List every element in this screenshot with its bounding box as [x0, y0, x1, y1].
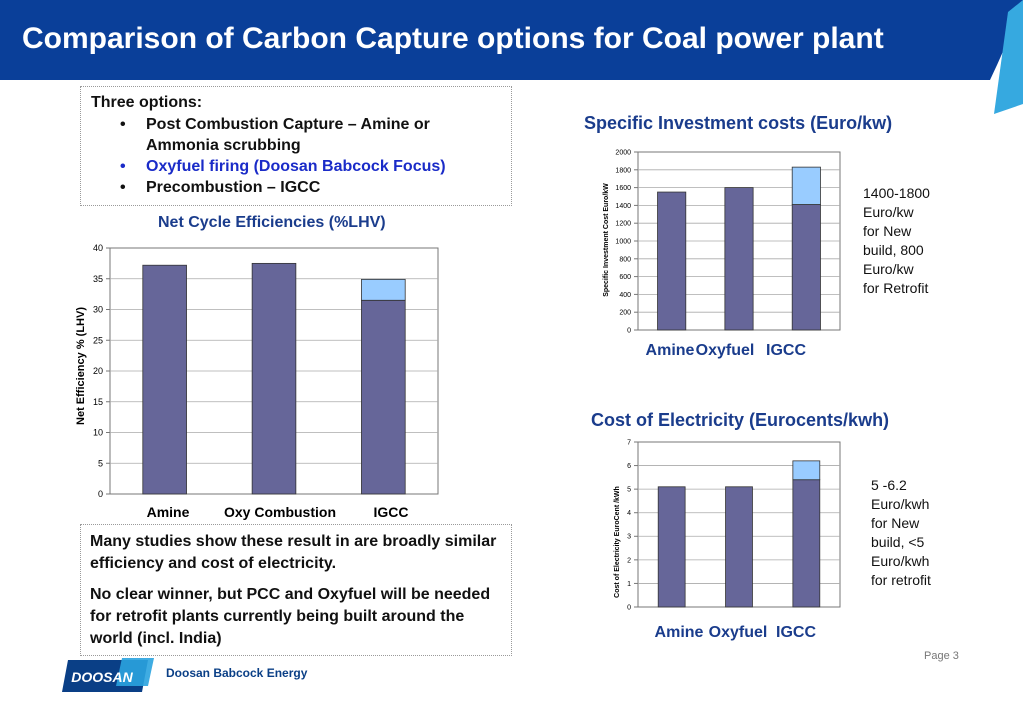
efficiency-category-label: Oxy Combustion [224, 504, 336, 520]
investment-y-tick-label: 0 [627, 327, 631, 334]
efficiency-y-axis-label: Net Efficiency % (LHV) [75, 307, 87, 425]
electricity-category-label: Oxyfuel [709, 624, 768, 641]
note-line: 1400-1800 [863, 185, 930, 201]
doosan-logo-icon: DOOSAN [62, 658, 154, 692]
investment-chart: Specific Investment Cost Euro/kW 0 200 400… [603, 149, 841, 359]
electricity-y-tick-label: 4 [627, 510, 631, 517]
investment-y-tick-label: 1400 [615, 203, 631, 210]
electricity-note: 5 -6.2 Euro/kwh for New build, <5 Euro/k… [871, 476, 931, 590]
electricity-y-tick-label: 0 [627, 604, 631, 611]
investment-y-tick-label: 1200 [615, 221, 631, 228]
summary-box: Many studies show these result in are br… [80, 524, 512, 656]
efficiency-bar [361, 299, 406, 495]
page-number: Page 3 [924, 650, 959, 662]
note-line: for New [871, 515, 920, 531]
electricity-y-tick-label: 6 [627, 463, 631, 470]
investment-category-label: Oxyfuel [696, 342, 755, 359]
efficiency-y-tick-label: 30 [93, 305, 103, 315]
efficiency-y-tick-label: 10 [93, 428, 103, 438]
investment-note: 1400-1800 Euro/kw for New build, 800 Eur… [863, 184, 930, 298]
electricity-category-label: IGCC [776, 624, 816, 641]
note-line: Euro/kwh [871, 553, 930, 569]
investment-bar-upper [791, 166, 821, 205]
investment-y-tick-label: 1600 [615, 185, 631, 192]
note-line: Euro/kw [863, 261, 914, 277]
investment-category-label: IGCC [766, 342, 806, 359]
summary-paragraph: No clear winner, but PCC and Oxyfuel wil… [90, 586, 491, 647]
note-line: for retrofit [871, 572, 931, 588]
options-heading: Three options: [91, 94, 203, 111]
electricity-y-tick-label: 5 [627, 487, 631, 494]
note-line: 5 -6.2 [871, 477, 907, 493]
option-item: Post Combustion Capture – Amine or Ammon… [120, 114, 501, 156]
efficiency-bar [142, 264, 187, 495]
note-line: Euro/kw [863, 204, 914, 220]
options-list: Post Combustion Capture – Amine or Ammon… [91, 114, 501, 198]
efficiency-bar-upper [361, 278, 406, 301]
investment-bar [657, 191, 687, 331]
note-line: for New [863, 223, 912, 239]
electricity-category-label: Amine [655, 624, 704, 641]
electricity-chart-title: Cost of Electricity (Eurocents/kwh) [591, 410, 890, 430]
electricity-y-tick-label: 3 [627, 534, 631, 541]
electricity-y-tick-label: 7 [627, 439, 631, 446]
option-item: Precombustion – IGCC [120, 177, 501, 198]
efficiency-chart: Net Efficiency % (LHV) 0 5 10 15 20 25 30 35 40 A… [75, 243, 439, 520]
logo-wordmark: DOOSAN [71, 669, 133, 685]
efficiency-bar [251, 262, 297, 495]
investment-y-axis-label: Specific Investment Cost Euro/kW [603, 183, 610, 297]
efficiency-category-label: IGCC [374, 504, 409, 520]
efficiency-y-tick-label: 15 [93, 397, 103, 407]
investment-y-tick-label: 1800 [615, 167, 631, 174]
summary-paragraph: Many studies show these result in are br… [90, 533, 497, 572]
electricity-y-axis-label: Cost of Electricity EuroCent /kWh [614, 486, 621, 598]
investment-y-tick-label: 200 [619, 310, 631, 317]
electricity-bar [792, 479, 821, 608]
investment-bar [791, 204, 821, 331]
investment-y-tick-label: 400 [619, 292, 631, 299]
efficiency-y-tick-label: 0 [98, 489, 103, 499]
investment-category-label: Amine [646, 342, 695, 359]
efficiency-y-tick-label: 35 [93, 274, 103, 284]
investment-y-tick-label: 600 [619, 274, 631, 281]
efficiency-y-tick-label: 25 [93, 335, 103, 345]
note-line: for Retrofit [863, 280, 929, 296]
note-line: build, 800 [863, 242, 924, 258]
electricity-bar [657, 486, 686, 608]
investment-y-tick-label: 2000 [615, 149, 631, 156]
note-line: Euro/kwh [871, 496, 930, 512]
investment-chart-title: Specific Investment costs (Euro/kw) [584, 113, 893, 133]
electricity-bar [725, 486, 753, 608]
efficiency-y-tick-label: 20 [93, 366, 103, 376]
options-box: Three options: Post Combustion Capture –… [80, 86, 512, 206]
investment-y-tick-label: 1000 [615, 238, 631, 245]
note-line: build, <5 [871, 534, 925, 550]
header-band [0, 0, 1023, 114]
electricity-chart: Cost of Electricity EuroCent /kWh 0 1 2 3 4 5… [614, 439, 841, 641]
efficiency-category-label: Amine [147, 504, 190, 520]
option-item-highlight: Oxyfuel firing (Doosan Babcock Focus) [120, 156, 501, 177]
efficiency-y-tick-label: 5 [98, 458, 103, 468]
company-name: Doosan Babcock Energy [166, 666, 308, 680]
slide-title: Comparison of Carbon Capture options for… [22, 22, 884, 55]
investment-bar [724, 187, 754, 331]
efficiency-chart-title: Net Cycle Efficiencies (%LHV) [158, 214, 386, 231]
electricity-bar-upper [792, 460, 821, 481]
electricity-y-tick-label: 1 [627, 581, 631, 588]
efficiency-y-tick-label: 40 [93, 243, 103, 253]
investment-y-tick-label: 800 [619, 256, 631, 263]
electricity-y-tick-label: 2 [627, 557, 631, 564]
